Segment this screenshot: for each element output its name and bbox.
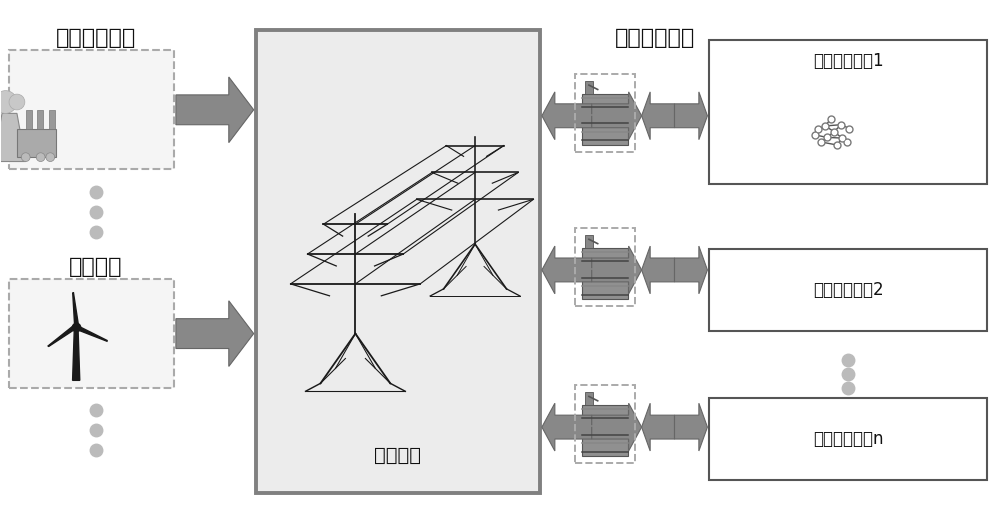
FancyArrow shape (542, 403, 592, 451)
Text: 区域供热系统1: 区域供热系统1 (813, 52, 883, 70)
Circle shape (21, 153, 30, 161)
FancyArrow shape (642, 403, 675, 451)
Bar (709, 249, 987, 331)
Bar (585, 392, 593, 405)
Polygon shape (0, 113, 26, 161)
Bar (49, 110, 55, 129)
Bar (17, 129, 56, 157)
Polygon shape (73, 293, 79, 327)
Bar (585, 81, 593, 94)
Bar (582, 248, 628, 299)
Bar (709, 398, 987, 480)
FancyArrow shape (675, 92, 707, 140)
Text: 热电联产机组: 热电联产机组 (614, 28, 695, 48)
Circle shape (0, 93, 6, 111)
FancyArrow shape (176, 77, 254, 143)
Text: 区域供热系统n: 区域供热系统n (813, 430, 883, 448)
Polygon shape (75, 325, 107, 341)
Bar (26, 110, 32, 129)
Text: 输电网络: 输电网络 (374, 446, 421, 465)
Text: 区域供热系统2: 区域供热系统2 (813, 281, 883, 299)
Bar (582, 405, 628, 456)
Polygon shape (48, 324, 77, 347)
Bar (256, 30, 540, 493)
Polygon shape (73, 326, 80, 380)
FancyArrow shape (592, 92, 642, 140)
Bar (37, 110, 43, 129)
Bar (585, 235, 593, 248)
Bar (709, 40, 987, 184)
Circle shape (36, 153, 45, 161)
FancyArrow shape (592, 403, 642, 451)
FancyArrow shape (642, 246, 675, 294)
Circle shape (0, 91, 17, 113)
FancyArrow shape (542, 92, 592, 140)
Bar (575, 74, 635, 152)
Text: 常规火电机组: 常规火电机组 (56, 28, 136, 48)
Bar (9, 50, 174, 170)
FancyArrow shape (542, 246, 592, 294)
Circle shape (46, 153, 55, 161)
Bar (9, 279, 174, 388)
Bar (575, 385, 635, 463)
FancyArrow shape (642, 92, 675, 140)
FancyArrow shape (592, 246, 642, 294)
FancyArrow shape (176, 301, 254, 366)
Text: 风电机组: 风电机组 (69, 257, 123, 277)
FancyArrow shape (675, 246, 707, 294)
Bar (582, 94, 628, 145)
Circle shape (9, 94, 25, 110)
FancyArrow shape (675, 403, 707, 451)
Bar (575, 228, 635, 306)
